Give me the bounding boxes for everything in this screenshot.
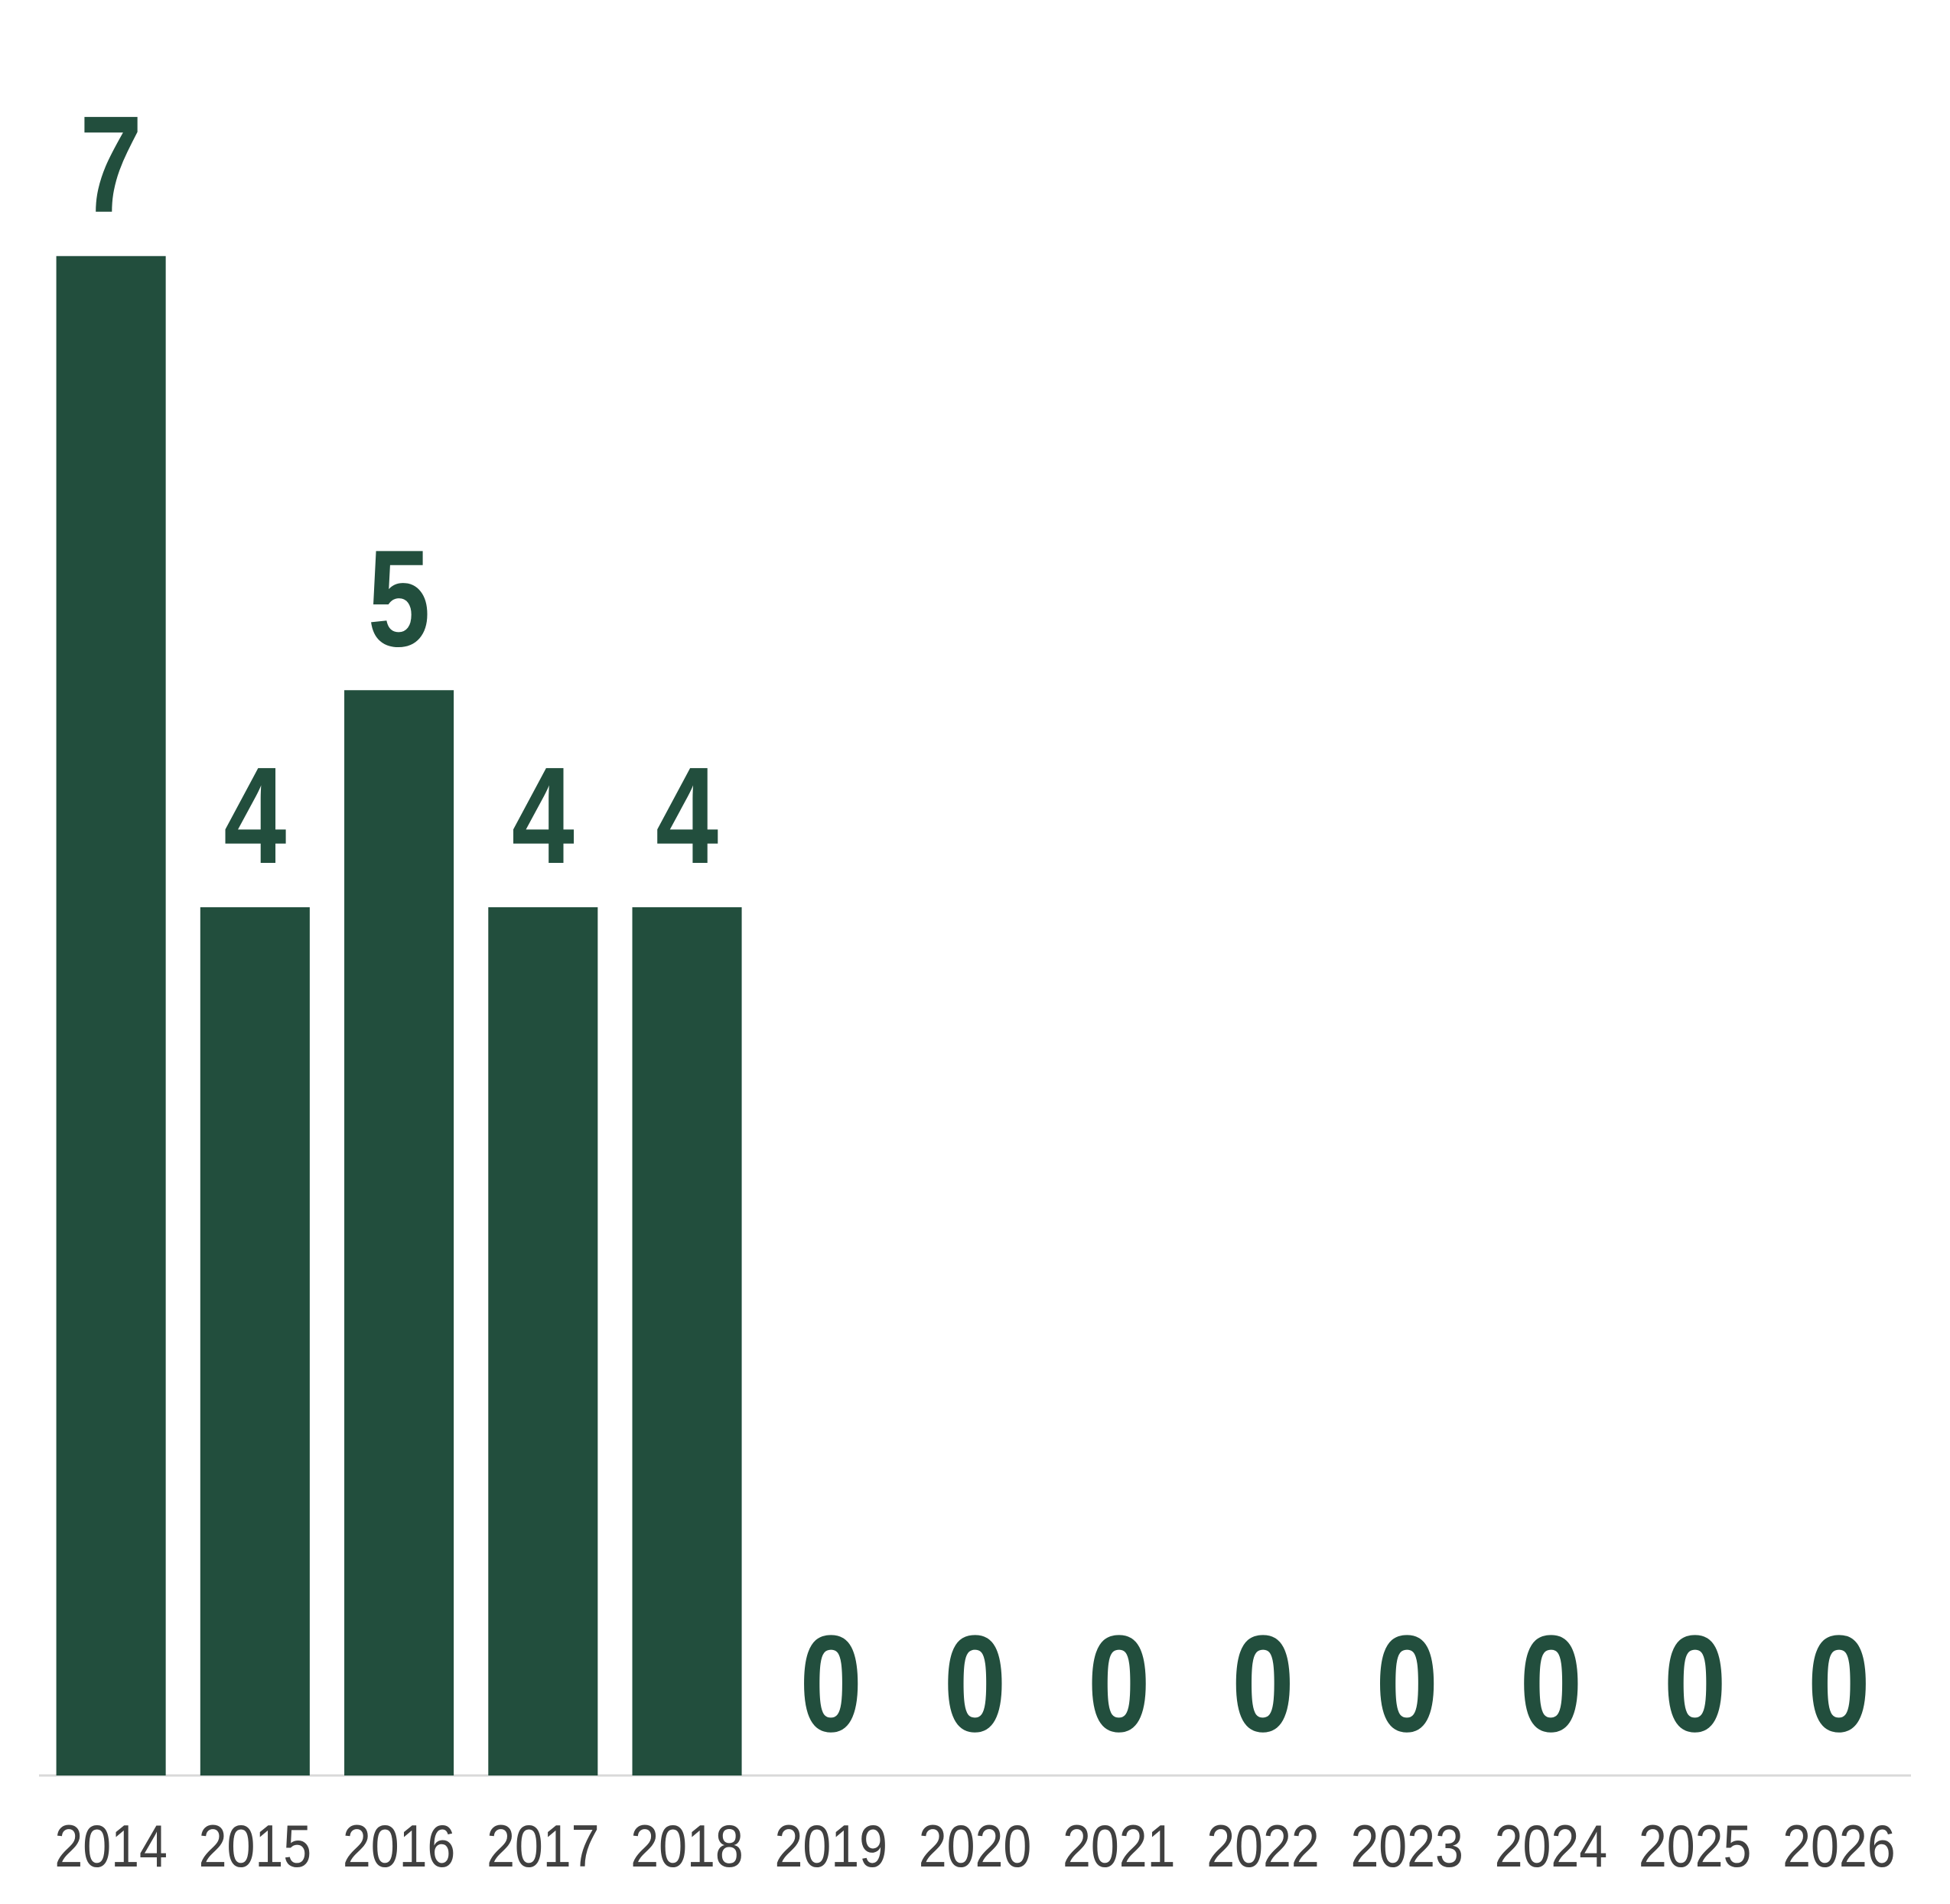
value-label: 0	[1375, 1606, 1438, 1760]
x-tick-label: 2024	[1495, 1813, 1607, 1880]
bar	[200, 907, 310, 1775]
x-tick-label: 2015	[199, 1813, 311, 1880]
x-tick-label: 2016	[343, 1813, 455, 1880]
value-label: 5	[368, 521, 431, 675]
x-tick-label: 2020	[919, 1813, 1031, 1880]
x-tick-label: 2026	[1782, 1813, 1895, 1880]
x-tick-label: 2022	[1206, 1813, 1319, 1880]
bar	[344, 690, 454, 1775]
x-tick-label: 2021	[1063, 1813, 1175, 1880]
x-tick-label: 2017	[487, 1813, 599, 1880]
bar	[488, 907, 598, 1775]
value-label: 0	[1808, 1606, 1870, 1760]
x-tick-label: 2025	[1639, 1813, 1751, 1880]
value-label: 4	[223, 738, 286, 892]
value-label: 4	[512, 738, 575, 892]
value-label: 0	[1664, 1606, 1727, 1760]
bar	[56, 255, 166, 1775]
x-tick-label: 2018	[630, 1813, 743, 1880]
x-tick-label: 2019	[775, 1813, 887, 1880]
x-tick-label: 2014	[54, 1813, 167, 1880]
value-label: 0	[1232, 1606, 1294, 1760]
value-label: 7	[80, 87, 142, 241]
bar	[632, 907, 742, 1775]
value-label: 0	[799, 1606, 862, 1760]
value-label: 4	[656, 738, 718, 892]
value-label: 0	[943, 1606, 1006, 1760]
value-label: 0	[1519, 1606, 1582, 1760]
x-tick-label: 2023	[1350, 1813, 1463, 1880]
value-label: 0	[1088, 1606, 1151, 1760]
